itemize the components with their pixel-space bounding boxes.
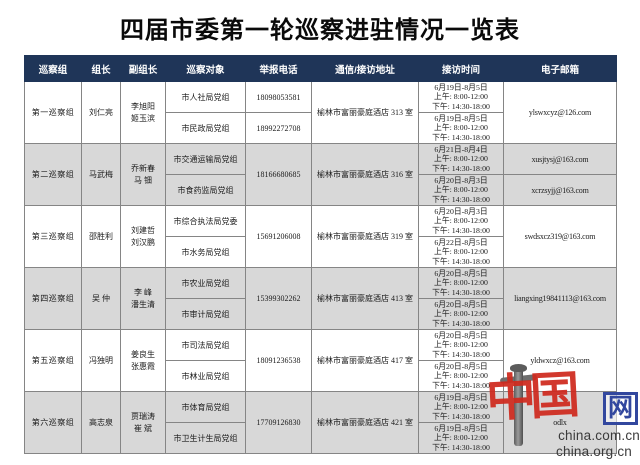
inspection-table: 巡察组 组长 副组长 巡察对象 举报电话 通信/接访地址 接访时间 电子邮箱 第… — [24, 55, 617, 454]
table-row: 市民政局党组 18992272708 6月19日-8月5日 上午: 8:00-1… — [25, 112, 617, 144]
target-cell: 市民政局党组 — [165, 112, 246, 144]
table-row: 市林业局党组 6月20日-8月5日 上午: 8:00-12:00 下午: 14:… — [25, 360, 617, 392]
table-row: 市食药监局党组 6月20日-8月3日 上午: 8:00-12:00 下午: 14… — [25, 174, 617, 206]
email-cell: yldwxcz@163.com — [503, 329, 617, 392]
time-cell: 6月19日-8月5日 上午: 8:00-12:00 下午: 14:30-18:0… — [418, 391, 504, 423]
table-row: 第三巡察组 邵胜利 刘建哲 刘汉鹏 市综合执法局党委 15691206008 榆… — [24, 205, 617, 268]
group-name-cell: 第二巡察组 — [24, 143, 82, 206]
email-cell: ylswxcyz@126.com — [503, 81, 617, 144]
col-header-deputy: 副组长 — [120, 55, 166, 82]
table-row: 第一巡察组 刘仁亮 李旭阳 姬玉滨 市人社局党组 18098053581 榆林市… — [24, 81, 617, 144]
target-cell: 市食药监局党组 — [165, 174, 246, 206]
deputy-cell: 乔新春 马 钿 — [120, 143, 166, 206]
address-cell: 榆林市富丽豪庭酒店 313 室 — [311, 81, 419, 144]
time-cell: 6月21日-8月4日 上午: 8:00-12:00 下午: 14:30-18:0… — [418, 143, 504, 175]
phone-cell: 18098053581 — [245, 81, 312, 113]
address-cell: 榆林市富丽豪庭酒店 316 室 — [311, 143, 419, 206]
email-cell: xusjtysj@163.com — [503, 143, 617, 175]
col-header-time: 接访时间 — [418, 55, 504, 82]
leader-cell: 冯独明 — [81, 329, 121, 392]
col-header-phone: 举报电话 — [245, 55, 312, 82]
col-header-email: 电子邮箱 — [503, 55, 617, 82]
time-cell: 6月20日-8月3日 上午: 8:00-12:00 下午: 14:30-18:0… — [418, 174, 504, 206]
time-cell: 6月20日-8月3日 上午: 8:00-12:00 下午: 14:30-18:0… — [418, 205, 504, 237]
target-cell: 市人社局党组 — [165, 81, 246, 113]
time-cell: 6月20日-8月5日 上午: 8:00-12:00 下午: 14:30-18:0… — [418, 267, 504, 299]
email-cell: xcrzsyjj@163.com — [503, 174, 617, 206]
table-row: 第四巡察组 吴 仲 李 峰 潘生清 市农业局党组 15399302262 榆林市… — [24, 267, 617, 330]
table-row: 第五巡察组 冯独明 姜良生 张惠霞 市司法局党组 18091236538 榆林市… — [24, 329, 617, 392]
table-row: 市卫生计生局党组 6月19日-8月5日 上午: 8:00-12:00 下午: 1… — [25, 422, 617, 454]
target-cell: 市司法局党组 — [165, 329, 246, 361]
target-cell: 市审计局党组 — [165, 298, 246, 330]
time-cell: 6月19日-8月5日 上午: 8:00-12:00 下午: 14:30-18:0… — [418, 422, 504, 454]
phone-cell: 15399302262 — [245, 267, 312, 330]
table-row: 市审计局党组 6月20日-8月5日 上午: 8:00-12:00 下午: 14:… — [25, 298, 617, 330]
target-cell: 市林业局党组 — [165, 360, 246, 392]
leader-cell: 刘仁亮 — [81, 81, 121, 144]
time-cell: 6月20日-8月5日 上午: 8:00-12:00 下午: 14:30-18:0… — [418, 329, 504, 361]
page-title: 四届市委第一轮巡察进驻情况一览表 — [120, 17, 520, 44]
group-name-cell: 第五巡察组 — [24, 329, 82, 392]
group-name-cell: 第六巡察组 — [24, 391, 82, 454]
phone-cell: 17709126830 — [245, 391, 312, 454]
target-cell: 市农业局党组 — [165, 267, 246, 299]
phone-cell: 18091236538 — [245, 329, 312, 392]
col-header-target: 巡察对象 — [165, 55, 246, 82]
address-cell: 榆林市富丽豪庭酒店 421 室 — [311, 391, 419, 454]
table-row: 市水务局党组 6月22日-8月5日 上午: 8:00-12:00 下午: 14:… — [25, 236, 617, 268]
target-cell: 市综合执法局党委 — [165, 205, 246, 237]
deputy-cell: 李 峰 潘生清 — [120, 267, 166, 330]
target-cell: 市卫生计生局党组 — [165, 422, 246, 454]
time-cell: 6月19日-8月5日 上午: 8:00-12:00 下午: 14:30-18:0… — [418, 81, 504, 113]
col-header-leader: 组长 — [81, 55, 121, 82]
target-cell: 市体育局党组 — [165, 391, 246, 423]
email-cell-obscured: odlx — [503, 391, 617, 454]
header-row: 巡察组 组长 副组长 巡察对象 举报电话 通信/接访地址 接访时间 电子邮箱 — [24, 55, 617, 82]
col-header-group: 巡察组 — [24, 55, 82, 82]
email-cell: liangxing19841113@163.com — [503, 267, 617, 330]
leader-cell: 邵胜利 — [81, 205, 121, 268]
address-cell: 榆林市富丽豪庭酒店 413 室 — [311, 267, 419, 330]
phone-cell: 15691206008 — [245, 205, 312, 268]
table-row: 第二巡察组 马武梅 乔新春 马 钿 市交通运输局党组 18166680685 榆… — [24, 143, 617, 206]
table-row: 第六巡察组 高志泉 贾瑞涛 崔 斌 市体育局党组 17709126830 榆林市… — [24, 391, 617, 454]
phone-cell: 18992272708 — [245, 112, 312, 144]
phone-cell: 18166680685 — [245, 143, 312, 206]
time-cell: 6月22日-8月5日 上午: 8:00-12:00 下午: 14:30-18:0… — [418, 236, 504, 268]
deputy-cell: 李旭阳 姬玉滨 — [120, 81, 166, 144]
time-cell: 6月20日-8月5日 上午: 8:00-12:00 下午: 14:30-18:0… — [418, 360, 504, 392]
deputy-cell: 刘建哲 刘汉鹏 — [120, 205, 166, 268]
leader-cell: 高志泉 — [81, 391, 121, 454]
leader-cell: 马武梅 — [81, 143, 121, 206]
target-cell: 市水务局党组 — [165, 236, 246, 268]
group-name-cell: 第三巡察组 — [24, 205, 82, 268]
time-cell: 6月20日-8月5日 上午: 8:00-12:00 下午: 14:30-18:0… — [418, 298, 504, 330]
group-name-cell: 第四巡察组 — [24, 267, 82, 330]
time-cell: 6月19日-8月5日 上午: 8:00-12:00 下午: 14:30-18:0… — [418, 112, 504, 144]
group-name-cell: 第一巡察组 — [24, 81, 82, 144]
address-cell: 榆林市富丽豪庭酒店 417 室 — [311, 329, 419, 392]
target-cell: 市交通运输局党组 — [165, 143, 246, 175]
address-cell: 榆林市富丽豪庭酒店 319 室 — [311, 205, 419, 268]
deputy-cell: 姜良生 张惠霞 — [120, 329, 166, 392]
col-header-address: 通信/接访地址 — [311, 55, 419, 82]
email-cell: swdsxcz319@163.com — [503, 205, 617, 268]
deputy-cell: 贾瑞涛 崔 斌 — [120, 391, 166, 454]
leader-cell: 吴 仲 — [81, 267, 121, 330]
